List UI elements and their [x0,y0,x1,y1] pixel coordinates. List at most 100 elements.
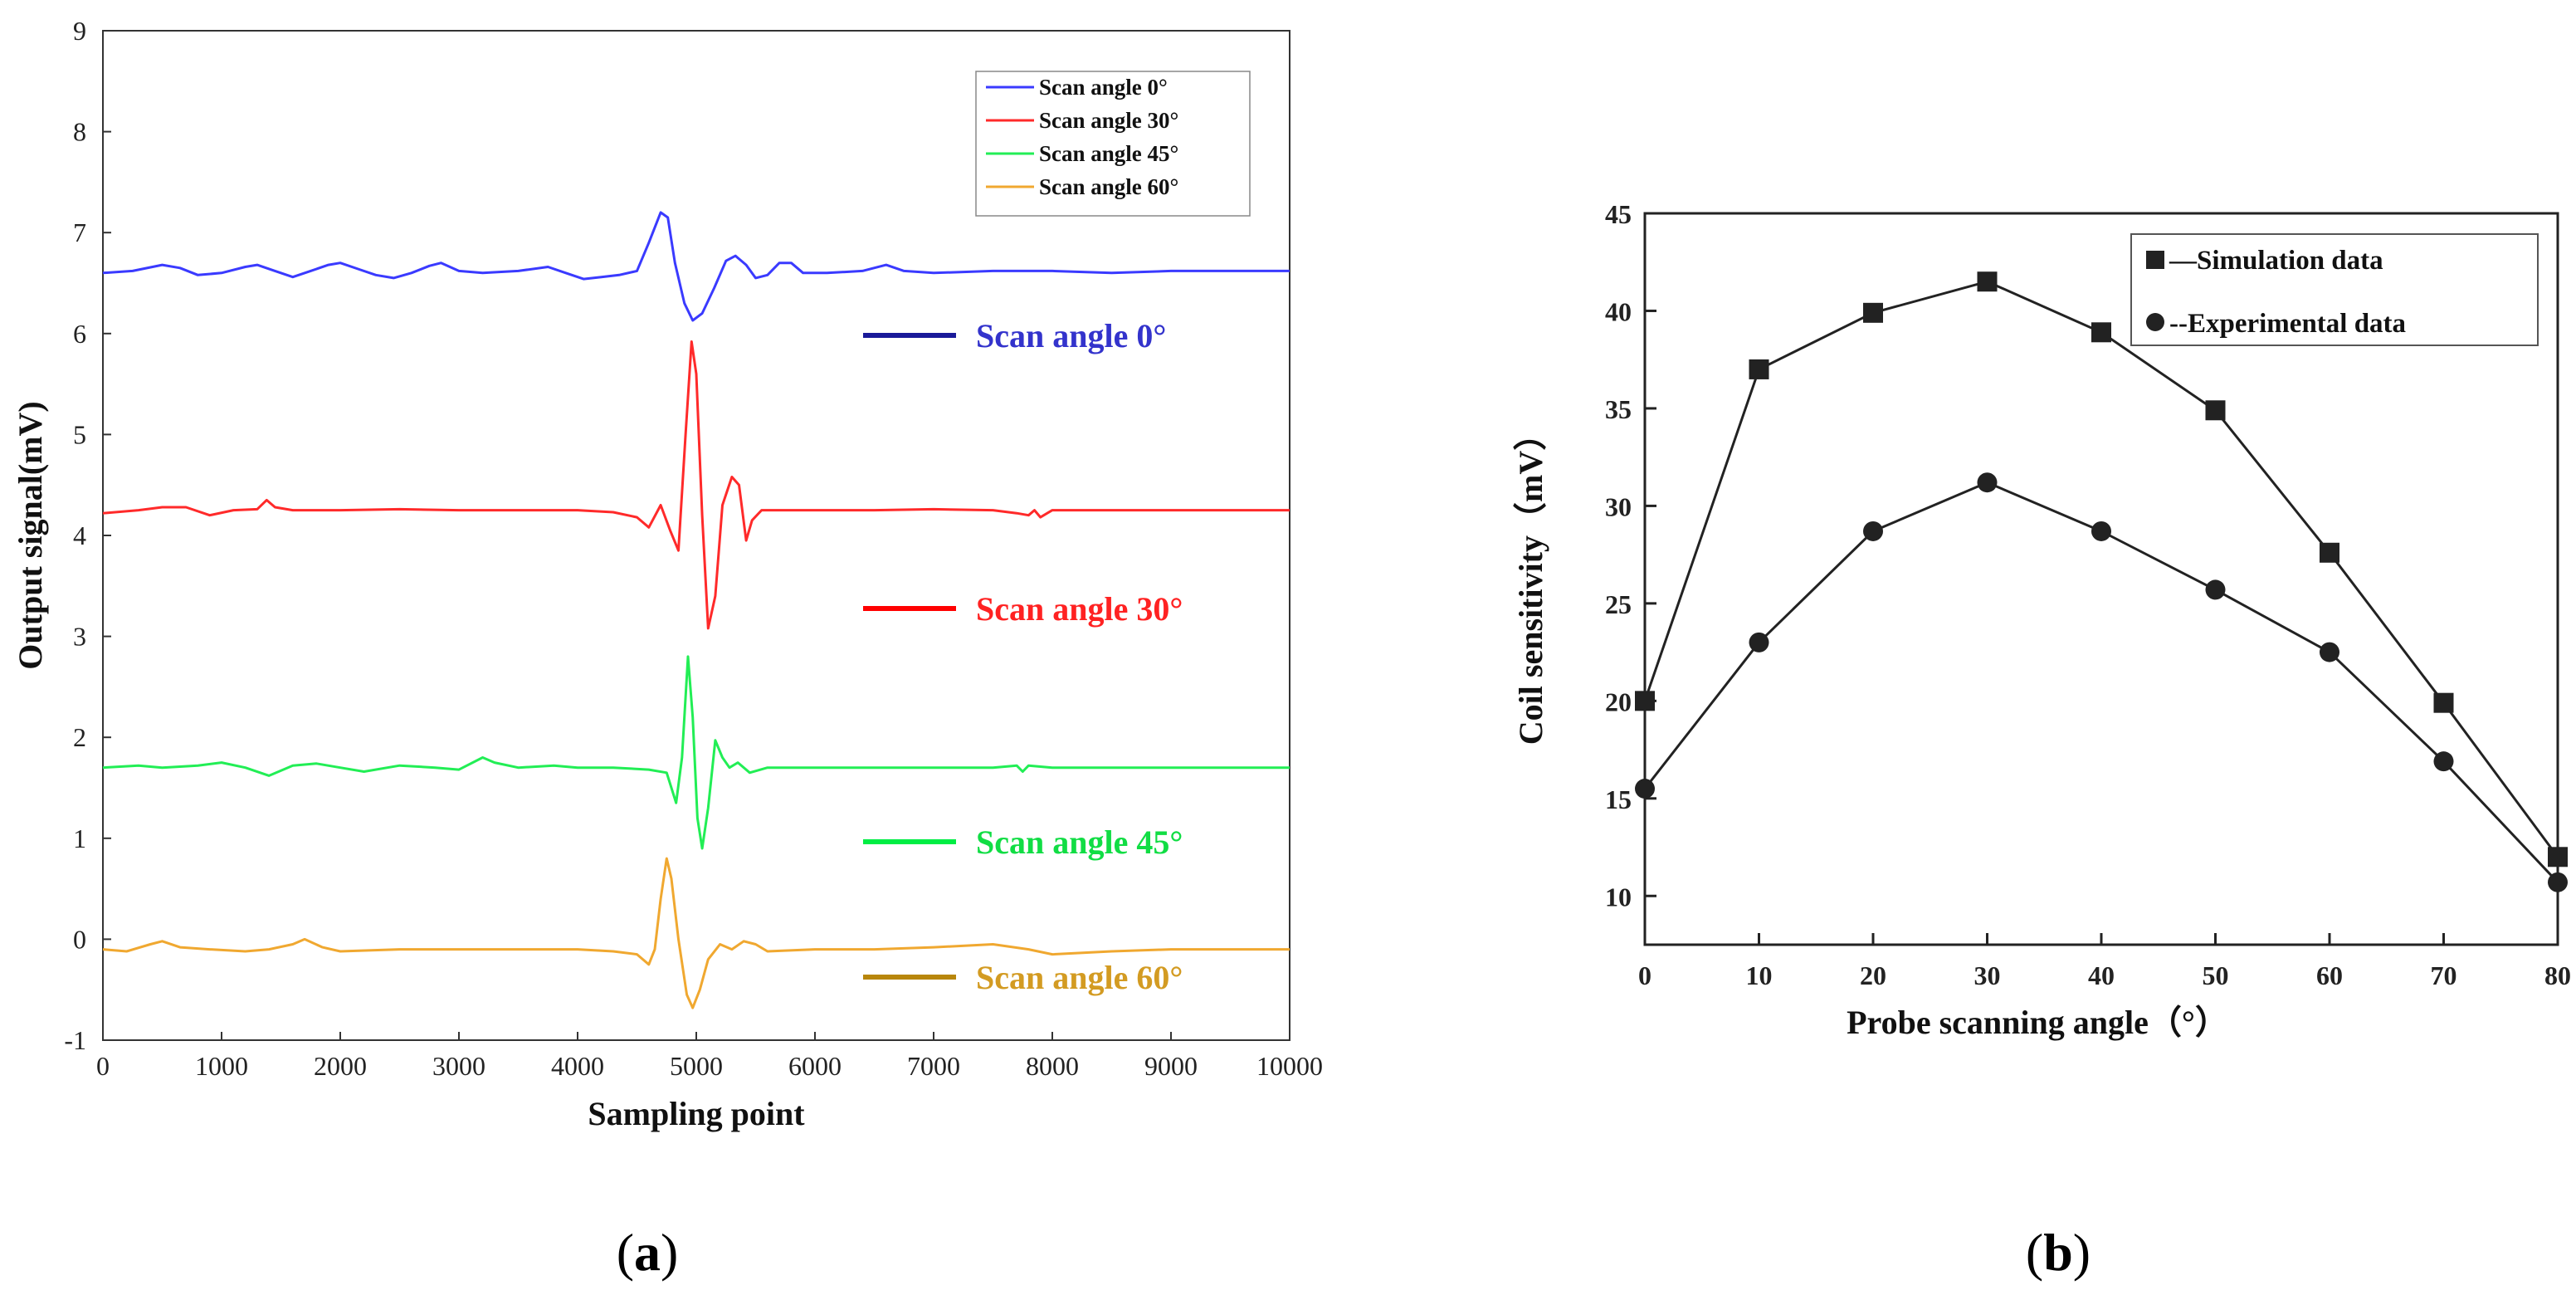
panel-b-x-axis-label: Probe scanning angle（°） [1847,1004,2228,1041]
panel-b-x-tick-label: 20 [1860,960,1886,990]
panel-a-y-tick-label: 0 [73,924,86,954]
panel-a-x-tick-label: 0 [96,1051,110,1081]
panel-b-y-tick-label: 35 [1605,394,1632,424]
panel-a-x-tick-label: 5000 [670,1051,723,1081]
simulation-data-point [2320,542,2339,563]
panel-b-x-tick-label: 50 [2203,960,2229,990]
panel-b-legend-text-experimental: --Experimental data [2169,309,2406,339]
panel-a-y-tick-label: 4 [73,520,86,550]
panel-a-caption-close: ) [661,1223,678,1282]
experimental-data-point [1863,520,1883,541]
panel-b-x-tick-label: 40 [2088,960,2115,990]
experimental-data-point [1977,472,1998,493]
panel-b-y-axis-label: Coil sensitivity（mV） [1512,418,1549,745]
simulation-data-point [2205,400,2226,421]
simulation-data-point [1863,302,1883,323]
panel-b-caption-open: ( [2026,1223,2043,1282]
panel-a-x-tick-label: 4000 [551,1051,604,1081]
experimental-data-point [1635,779,1655,799]
panel-b-y-tick-label: 20 [1605,687,1632,716]
panel-a-caption-open: ( [617,1223,634,1282]
experimental-data-point [2320,642,2339,662]
panel-a-x-tick-label: 1000 [195,1051,248,1081]
panel-b-y-tick-label: 40 [1605,296,1632,326]
panel-b-y-tick-label: 25 [1605,589,1632,619]
experimental-data-point [2091,520,2111,541]
svg-text:(a): (a) [617,1223,679,1282]
panel-b-y-tick-label: 10 [1605,882,1632,911]
panel-a-x-tick-label: 9000 [1144,1051,1198,1081]
panel-a-y-tick-label: 9 [73,16,86,46]
panel-a-series-line-1 [102,340,1290,630]
simulation-data-point [2433,692,2454,713]
panel-a-y-tick-label: 1 [73,823,86,853]
panel-b-y-tick-label: 45 [1605,199,1632,229]
panel-b-x-tick-label: 0 [1638,960,1651,990]
panel-a-y-tick-label: -1 [64,1025,86,1055]
panel-a-series-line-2 [102,655,1290,850]
panel-a-x-axis-label: Sampling point [588,1095,805,1132]
panel-a-x-ticks: 0 1000 2000 3000 4000 5000 6000 7000 8000 9000 100… [96,1032,1323,1081]
simulation-data-point [2091,322,2111,343]
experimental-data-point [1749,632,1769,652]
panel-b-legend-circle-marker [2146,313,2164,331]
panel-b-caption-letter: b [2043,1223,2073,1282]
simulation-data-point [1635,691,1655,711]
panel-a-x-tick-label: 8000 [1026,1051,1079,1081]
panel-a-legend-text-30: Scan angle 30° [1039,108,1178,133]
panel-b-caption: (b) [2026,1223,2091,1282]
panel-a-curve-labels: Scan angle 0° Scan angle 30° Scan angle … [863,317,1183,996]
panel-b-x-tick-label: 60 [2316,960,2343,990]
panel-a-legend-box [975,71,1251,217]
panel-a-y-axis-label: Output signal(mV) [12,401,49,669]
curve-label-60: Scan angle 60° [976,959,1183,996]
panel-a-y-ticks: -1 0 1 2 3 4 5 6 7 8 9 [64,16,111,1055]
panel-a-x-tick-label: 10000 [1256,1051,1323,1081]
panel-b-chart: 0 10 20 30 40 50 60 70 80 10 15 20 25 30 35 40 45 —Simu… [1512,199,2571,1041]
panel-a-y-tick-label: 5 [73,419,86,449]
simulation-data-point [1977,271,1998,292]
panel-b-x-tick-label: 10 [1746,960,1773,990]
curve-label-0: Scan angle 0° [976,317,1166,354]
panel-a-legend-text-0: Scan angle 0° [1039,75,1168,100]
experimental-data-point [2205,579,2226,600]
panel-a-y-tick-label: 8 [73,117,86,147]
panel-b-legend-box [2130,233,2539,346]
panel-a-x-tick-label: 2000 [314,1051,367,1081]
simulation-data-point [2548,847,2568,867]
svg-text:(b): (b) [2026,1223,2091,1282]
panel-a-legend: Scan angle 0° Scan angle 30° Scan angle … [975,71,1251,217]
curve-label-30: Scan angle 30° [976,590,1183,628]
panel-b-y-ticks: 10 15 20 25 30 35 40 45 [1605,199,1656,911]
experimental-data-point [2433,751,2454,772]
panel-b-y-tick-label: 15 [1605,784,1632,814]
panel-a-series-line-3 [102,857,1290,1009]
panel-a-x-tick-label: 6000 [788,1051,842,1081]
panel-a-x-tick-label: 7000 [907,1051,960,1081]
panel-b-legend-square-marker [2146,251,2164,269]
panel-b-x-tick-label: 80 [2544,960,2571,990]
panel-a-legend-text-60: Scan angle 60° [1039,174,1178,199]
panel-b-caption-close: ) [2073,1223,2091,1282]
panel-b-series-markers [1635,271,2568,892]
panel-a-legend-text-45: Scan angle 45° [1039,141,1178,166]
panel-a-series-line-0 [102,211,1290,322]
curve-label-45: Scan angle 45° [976,823,1183,861]
panel-b-x-tick-label: 70 [2431,960,2457,990]
panel-b-x-ticks: 0 10 20 30 40 50 60 70 80 [1638,933,2571,990]
panel-a-series-lines [102,211,1290,1009]
panel-a-chart: 0 1000 2000 3000 4000 5000 6000 7000 8000 9000 100… [12,16,1323,1132]
panel-a-y-tick-label: 6 [73,319,86,349]
panel-a-caption-letter: a [634,1223,661,1282]
experimental-data-point [2548,872,2568,892]
panel-a-x-tick-label: 3000 [432,1051,485,1081]
panel-a-y-tick-label: 7 [73,217,86,247]
panel-a-y-tick-label: 3 [73,622,86,652]
panel-b-legend: —Simulation data --Experimental data [2130,233,2539,346]
panel-b-x-tick-label: 30 [1974,960,2001,990]
panel-b-legend-text-simulation: —Simulation data [2169,246,2383,276]
simulation-data-point [1749,359,1769,379]
panel-b-y-tick-label: 30 [1605,491,1632,521]
